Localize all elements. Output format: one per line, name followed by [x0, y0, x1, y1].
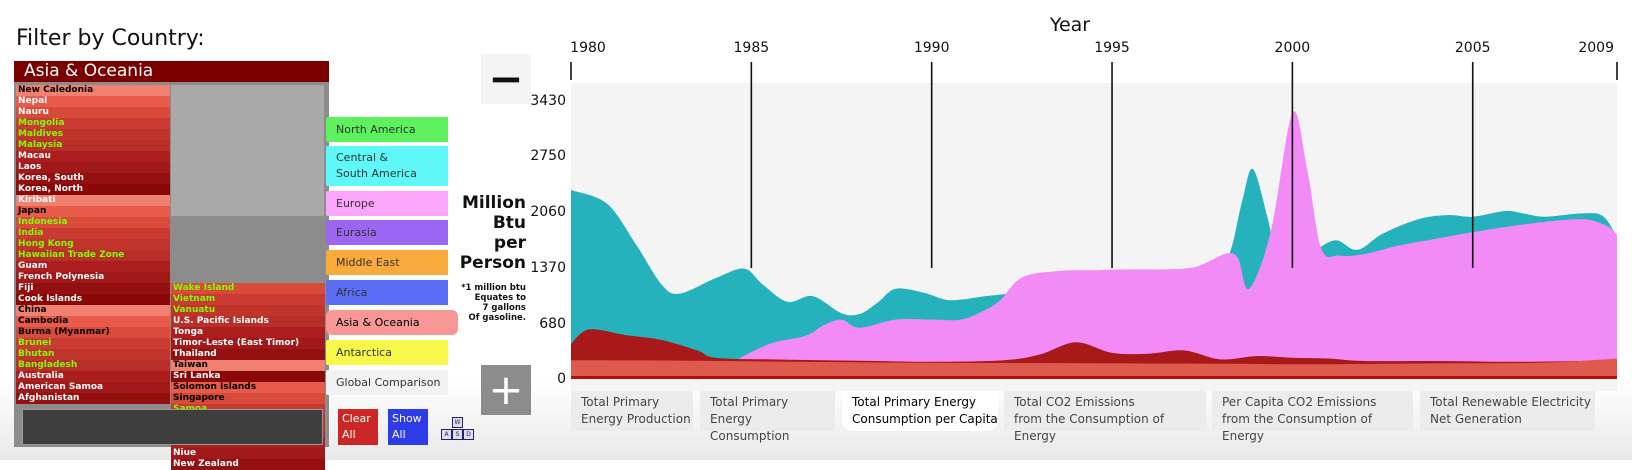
country-item[interactable]: Malaysia [16, 140, 170, 151]
x-tick-label: 1995 [1094, 40, 1130, 56]
country-item[interactable]: Hong Kong [16, 239, 170, 250]
country-item[interactable]: Niue [171, 448, 325, 459]
country-item[interactable]: New Caledonia [16, 85, 170, 96]
country-search-box[interactable] [22, 409, 323, 445]
wasd-keys-hint: W A S D [441, 417, 483, 445]
key-s: S [452, 429, 463, 440]
country-item[interactable]: Macau [16, 151, 170, 162]
x-axis: 1980 1985 1990 1995 2000 2005 2009 [570, 40, 1614, 56]
series-area-0 [571, 168, 1617, 378]
region-button[interactable]: Antarctica [326, 340, 448, 365]
country-item[interactable]: Thailand [171, 349, 325, 360]
indicator-tab[interactable]: Total Primary Energy Production [571, 391, 693, 431]
country-item[interactable]: Guam [16, 261, 170, 272]
show-all-button[interactable]: Show All [388, 409, 428, 445]
region-button[interactable]: Central & South America [326, 146, 448, 186]
country-item[interactable]: Timor-Leste (East Timor) [171, 338, 325, 349]
x-tick-label: 2000 [1275, 40, 1311, 56]
key-d: D [463, 429, 474, 440]
country-item[interactable]: Vietnam [171, 294, 325, 305]
country-item[interactable]: Bhutan [16, 349, 170, 360]
x-tick-label: 1990 [914, 40, 950, 56]
region-button[interactable]: Europe [326, 191, 448, 216]
country-item[interactable]: Australia [16, 371, 170, 382]
zoom-out-button[interactable]: − [481, 54, 531, 104]
zoom-in-button[interactable]: + [481, 365, 531, 415]
region-button[interactable]: North America [326, 117, 448, 142]
country-item[interactable]: Singapore [171, 393, 325, 404]
indicator-tab[interactable]: Total CO2 Emissions from the Consumption… [1004, 391, 1206, 443]
filter-title: Filter by Country: [16, 26, 205, 51]
country-item[interactable]: Vanuatu [171, 305, 325, 316]
y-axis-footnote: *1 million btu Equates to 7 gallons Of g… [461, 283, 526, 323]
y-tick-label: 2060 [530, 204, 566, 220]
country-item[interactable]: Indonesia [16, 217, 170, 228]
country-item[interactable]: Mongolia [16, 118, 170, 129]
country-item[interactable]: Cambodia [16, 316, 170, 327]
x-axis-title: Year [1049, 14, 1090, 36]
y-tick-label: 1370 [530, 260, 566, 276]
country-item[interactable]: Solomon Islands [171, 382, 325, 393]
key-w: W [452, 417, 463, 428]
country-item[interactable]: Korea, North [16, 184, 170, 195]
baseline-bar [571, 376, 1617, 379]
country-item[interactable]: Sri Lanka [171, 371, 325, 382]
x-tick-label: 2005 [1455, 40, 1491, 56]
country-item[interactable]: Tonga [171, 327, 325, 338]
country-filter-panel: Asia & Oceania New Caledonia Nepal Nauru Mo… [14, 61, 329, 470]
country-item[interactable]: Nepal [16, 96, 170, 107]
x-tick-label: 1980 [570, 40, 606, 56]
country-item[interactable]: Wake Island [171, 283, 325, 294]
series-area-3 [571, 358, 1617, 378]
key-a: A [441, 429, 452, 440]
country-item[interactable]: Japan [16, 206, 170, 217]
region-button[interactable]: Global Comparison [326, 370, 448, 395]
region-button[interactable]: Middle East [326, 250, 448, 275]
country-item[interactable]: Afghanistan [16, 393, 170, 404]
y-tick-label: 3430 [530, 93, 566, 109]
series-layer [571, 111, 1617, 380]
country-item[interactable]: Taiwan [171, 360, 325, 371]
indicator-tab[interactable]: Total Primary Energy Consumption [700, 391, 835, 443]
country-item[interactable]: Nauru [16, 107, 170, 118]
indicator-tab[interactable]: Total Primary Energy Consumption per Cap… [842, 391, 998, 431]
country-item[interactable]: New Zealand [171, 459, 325, 470]
country-item[interactable]: Brunei [16, 338, 170, 349]
country-item[interactable]: Korea, South [16, 173, 170, 184]
country-item[interactable]: Fiji [16, 283, 170, 294]
country-item[interactable]: China [16, 305, 170, 316]
country-item[interactable]: French Polynesia [16, 272, 170, 283]
indicator-tab[interactable]: Per Capita CO2 Emissions from the Consum… [1212, 391, 1413, 443]
grid-layer [570, 62, 1618, 268]
country-item[interactable]: Bangladesh [16, 360, 170, 371]
country-list-left: New Caledonia Nepal Nauru Mongolia Maldives M… [16, 85, 170, 404]
series-area-1 [617, 111, 1617, 380]
x-tick-label: 2009 [1578, 40, 1614, 56]
country-item[interactable]: Maldives [16, 129, 170, 140]
y-tick-label: 680 [539, 316, 566, 332]
x-tick-label: 1985 [734, 40, 770, 56]
y-axis-unit-label: Million Btu per Person [459, 193, 526, 273]
empty-list-area [171, 85, 324, 216]
country-item[interactable]: Burma (Myanmar) [16, 327, 170, 338]
y-tick-label: 2750 [530, 148, 566, 164]
country-item[interactable]: Cook Islands [16, 294, 170, 305]
region-button[interactable]: Eurasia [326, 220, 448, 245]
region-button[interactable]: Asia & Oceania [326, 310, 458, 335]
selected-region-header: Asia & Oceania [14, 61, 329, 82]
country-item[interactable]: Laos [16, 162, 170, 173]
country-item[interactable]: Hawaiian Trade Zone [16, 250, 170, 261]
indicator-tab[interactable]: Total Renewable Electricity Net Generati… [1420, 391, 1595, 431]
country-item[interactable]: U.S. Pacific Islands [171, 316, 325, 327]
country-item[interactable]: Kiribati [16, 195, 170, 206]
region-button[interactable]: Africa [326, 280, 448, 305]
plot-background [571, 83, 1617, 391]
country-item[interactable]: American Samoa [16, 382, 170, 393]
country-item[interactable]: India [16, 228, 170, 239]
series-area-2 [571, 329, 1617, 378]
y-axis: 0 680 1370 2060 2750 3430 [530, 93, 566, 387]
y-tick-label: 0 [557, 371, 566, 387]
clear-all-button[interactable]: Clear All [338, 409, 378, 445]
